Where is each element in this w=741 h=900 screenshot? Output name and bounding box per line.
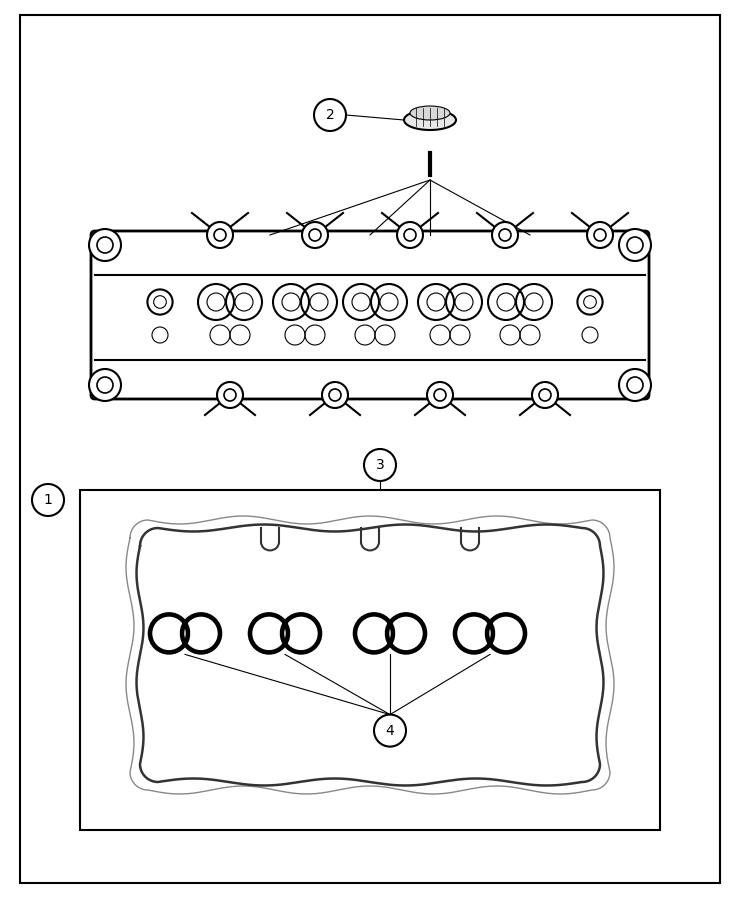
- Circle shape: [224, 389, 236, 401]
- Circle shape: [404, 229, 416, 241]
- Text: 3: 3: [376, 458, 385, 472]
- Circle shape: [302, 222, 328, 248]
- Circle shape: [532, 382, 558, 408]
- Circle shape: [594, 229, 606, 241]
- Circle shape: [97, 237, 113, 253]
- Circle shape: [159, 623, 179, 644]
- Circle shape: [396, 623, 416, 644]
- FancyBboxPatch shape: [91, 231, 649, 399]
- Circle shape: [309, 229, 321, 241]
- Bar: [80, 490, 660, 830]
- Circle shape: [619, 369, 651, 401]
- Circle shape: [492, 222, 518, 248]
- Circle shape: [329, 389, 341, 401]
- Circle shape: [364, 449, 396, 481]
- Circle shape: [322, 382, 348, 408]
- Circle shape: [539, 389, 551, 401]
- Circle shape: [89, 369, 121, 401]
- Text: 1: 1: [44, 493, 53, 507]
- Circle shape: [627, 377, 643, 393]
- Circle shape: [217, 382, 243, 408]
- Circle shape: [207, 222, 233, 248]
- Circle shape: [397, 222, 423, 248]
- Circle shape: [314, 99, 346, 131]
- Circle shape: [190, 623, 211, 644]
- Circle shape: [496, 623, 516, 644]
- Circle shape: [464, 623, 485, 644]
- Circle shape: [89, 229, 121, 261]
- Circle shape: [587, 222, 613, 248]
- Circle shape: [259, 623, 279, 644]
- Ellipse shape: [410, 106, 450, 120]
- Circle shape: [364, 623, 385, 644]
- Circle shape: [627, 237, 643, 253]
- Circle shape: [434, 389, 446, 401]
- Text: 4: 4: [385, 724, 394, 738]
- Circle shape: [97, 377, 113, 393]
- Ellipse shape: [404, 110, 456, 130]
- Circle shape: [32, 484, 64, 516]
- Circle shape: [374, 715, 406, 747]
- Circle shape: [290, 623, 311, 644]
- Circle shape: [214, 229, 226, 241]
- Text: 2: 2: [325, 108, 334, 122]
- Circle shape: [619, 229, 651, 261]
- Circle shape: [499, 229, 511, 241]
- Circle shape: [427, 382, 453, 408]
